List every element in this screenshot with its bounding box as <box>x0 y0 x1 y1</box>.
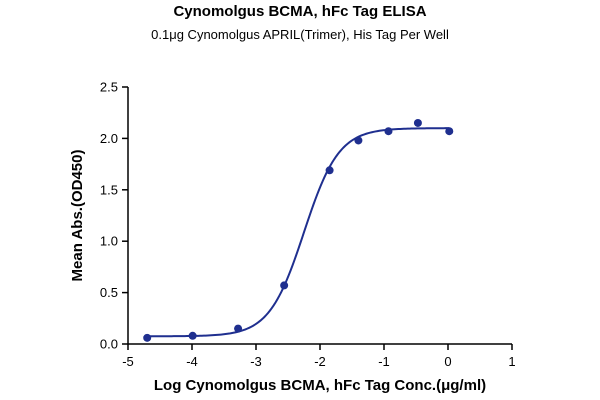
y-tick-label: 0.5 <box>100 285 118 300</box>
data-point <box>413 118 422 127</box>
y-tick-label: 1.0 <box>100 234 118 249</box>
x-axis-label: Log Cynomolgus BCMA, hFc Tag Conc.(μg/ml… <box>154 377 486 394</box>
y-tick-label: 2.0 <box>100 131 118 146</box>
y-tick-label: 1.5 <box>100 182 118 197</box>
y-tick-label: 2.5 <box>100 80 118 95</box>
x-tick-label: -3 <box>250 354 262 369</box>
data-point <box>384 127 393 136</box>
data-point <box>234 324 243 333</box>
x-tick-label: -1 <box>378 354 390 369</box>
x-tick-label: 1 <box>508 354 515 369</box>
plot-area <box>143 118 454 342</box>
y-axis-label: Mean Abs.(OD450) <box>69 150 86 282</box>
data-point <box>143 333 152 342</box>
axes: 0.0 0.5 1.0 1.5 2.0 2.5 -5 -4 -3 -2 -1 0 1 <box>100 80 516 370</box>
chart-title: Cynomolgus BCMA, hFc Tag ELISA <box>173 3 426 20</box>
x-tick-label: -5 <box>122 354 134 369</box>
data-point <box>354 136 363 145</box>
data-points <box>143 118 454 342</box>
x-tick-label: -4 <box>186 354 198 369</box>
data-point <box>445 127 454 136</box>
y-ticks: 0.0 0.5 1.0 1.5 2.0 2.5 <box>100 80 128 352</box>
chart-subtitle: 0.1μg Cynomolgus APRIL(Trimer), His Tag … <box>151 27 449 42</box>
x-tick-label: 0 <box>444 354 451 369</box>
fit-curve <box>147 127 450 338</box>
x-tick-label: -2 <box>314 354 326 369</box>
data-point <box>325 166 334 175</box>
y-tick-label: 0.0 <box>100 337 118 352</box>
data-point <box>188 331 197 340</box>
data-point <box>280 281 289 290</box>
x-ticks: -5 -4 -3 -2 -1 0 1 <box>122 344 516 369</box>
